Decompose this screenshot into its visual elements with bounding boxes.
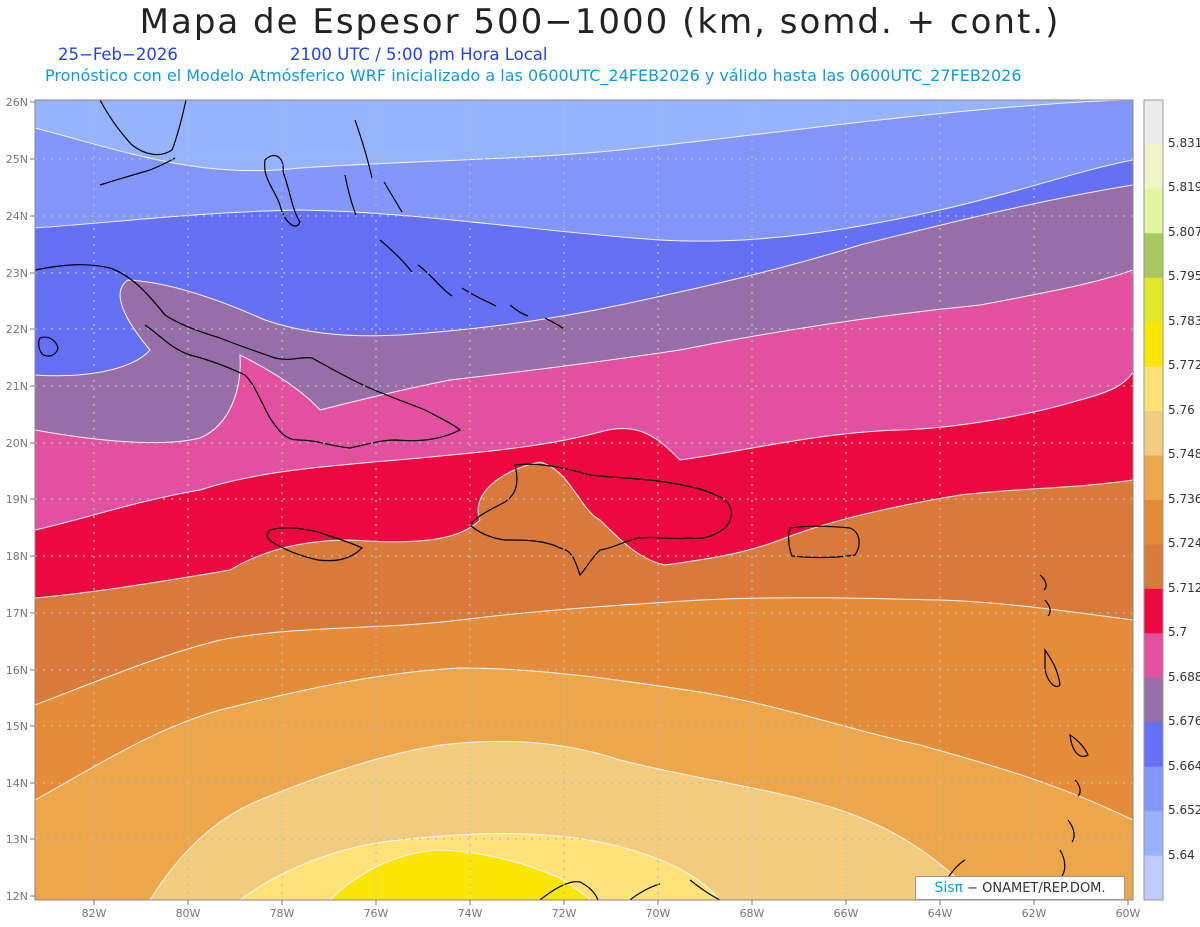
bahamas-eleuthera [344, 119, 373, 216]
cuba-coast [35, 264, 462, 449]
hispaniola-coast [469, 463, 732, 577]
colorbar-swatch [1144, 677, 1163, 723]
lon-label: 70W [646, 907, 671, 920]
colorbar-frame [1143, 99, 1164, 901]
colorbar-label: 5.64 [1168, 848, 1195, 862]
lat-label: 15N [6, 720, 28, 733]
colorbar-swatch [1144, 633, 1163, 679]
florida-coast [99, 100, 187, 156]
bahamas-islands [379, 181, 566, 331]
map-frame [34, 99, 1134, 901]
lon-label: 80W [176, 907, 201, 920]
sispi-logo: Sisπ [934, 880, 963, 896]
coastlines [35, 100, 1089, 900]
colorbar-swatch [1144, 188, 1163, 234]
colorbar-swatch [1144, 277, 1163, 323]
lesser-antilles [1039, 574, 1089, 877]
colorbar-label: 5.807 [1168, 225, 1200, 239]
credit-box: Sisπ − ONAMET/REP.DOM. [915, 876, 1125, 900]
lon-label: 60W [1116, 907, 1141, 920]
colorbar-swatch [1144, 366, 1163, 412]
colorbar-label: 5.652 [1168, 803, 1200, 817]
colorbar-label: 5.795 [1168, 269, 1200, 283]
model-run-info: Pronóstico con el Modelo Atmósferico WRF… [45, 66, 1022, 85]
lat-label: 19N [6, 493, 28, 506]
colorbar-swatch [1144, 855, 1163, 901]
colorbar-swatch [1144, 500, 1163, 545]
lon-label: 76W [364, 907, 389, 920]
colorbar-label: 5.724 [1168, 536, 1200, 550]
colorbar-swatch [1144, 722, 1163, 768]
colorbar: 5.831 5.819 5.807 5.795 5.783 5.772 5.76… [1143, 99, 1200, 901]
lon-label: 72W [552, 907, 577, 920]
lat-label: 17N [6, 607, 28, 620]
colorbar-swatch [1144, 811, 1163, 857]
south-american-coast [539, 859, 966, 900]
lat-labels: 26N 25N 24N 23N 22N 21N 20N 19N 18N 17N … [6, 96, 28, 903]
colorbar-label: 5.772 [1168, 358, 1200, 372]
puerto-rico-coast [788, 525, 860, 558]
colorbar-label: 5.664 [1168, 759, 1200, 773]
bahamas-andros [263, 155, 301, 227]
colorbar-swatch [1144, 233, 1163, 279]
lat-label: 18N [6, 550, 28, 563]
colorbar-label: 5.831 [1168, 136, 1200, 150]
credit-text: − ONAMET/REP.DOM. [967, 881, 1106, 896]
colorbar-label: 5.712 [1168, 581, 1200, 595]
lon-label: 68W [740, 907, 765, 920]
colorbar-swatch [1144, 544, 1163, 590]
jamaica-coast [266, 527, 364, 562]
colorbar-label: 5.688 [1168, 670, 1200, 684]
colorbar-label: 5.76 [1168, 403, 1195, 417]
lat-label: 22N [6, 323, 28, 336]
lon-labels: 82W 80W 78W 76W 74W 72W 70W 68W 66W 64W … [82, 907, 1141, 920]
colorbar-labels: 5.831 5.819 5.807 5.795 5.783 5.772 5.76… [1168, 136, 1200, 862]
colorbar-swatch [1144, 100, 1163, 145]
colorbar-label: 5.736 [1168, 492, 1200, 506]
colorbar-label: 5.748 [1168, 447, 1200, 461]
lat-label: 12N [6, 890, 28, 903]
forecast-date: 25−Feb−2026 [58, 45, 178, 64]
contour-lines [35, 100, 1133, 900]
lon-label: 82W [82, 907, 107, 920]
lat-label: 25N [6, 153, 28, 166]
lon-label: 78W [270, 907, 295, 920]
lat-axis [30, 101, 35, 897]
lat-label: 21N [6, 380, 28, 393]
contour-fill-layer [35, 100, 1133, 900]
lon-label: 74W [458, 907, 483, 920]
colorbar-label: 5.676 [1168, 714, 1200, 728]
colorbar-swatch [1144, 322, 1163, 368]
colorbar-label: 5.783 [1168, 314, 1200, 328]
graticule [35, 100, 1133, 900]
band-12 [330, 850, 590, 900]
florida-keys [99, 157, 176, 186]
lat-label: 23N [6, 267, 28, 280]
colorbar-swatch [1144, 588, 1163, 634]
page-title: Mapa de Espesor 500−1000 (km, somd. + co… [139, 2, 1061, 42]
colorbar-swatch [1144, 766, 1163, 812]
colorbar-swatches [1144, 100, 1163, 901]
lon-label: 66W [834, 907, 859, 920]
lon-label: 62W [1022, 907, 1047, 920]
colorbar-swatch [1144, 411, 1163, 457]
lat-label: 26N [6, 96, 28, 109]
colorbar-label: 5.7 [1168, 625, 1187, 639]
colorbar-swatch [1144, 455, 1163, 501]
lon-axis [93, 900, 1129, 905]
lat-label: 20N [6, 437, 28, 450]
lat-label: 13N [6, 833, 28, 846]
lon-label: 64W [928, 907, 953, 920]
valid-time: 2100 UTC / 5:00 pm Hora Local [290, 45, 548, 64]
colorbar-swatch [1144, 144, 1163, 190]
colorbar-label: 5.819 [1168, 180, 1200, 194]
lat-label: 16N [6, 664, 28, 677]
isla-juventud [38, 336, 59, 357]
lat-label: 24N [6, 210, 28, 223]
lat-label: 14N [6, 777, 28, 790]
